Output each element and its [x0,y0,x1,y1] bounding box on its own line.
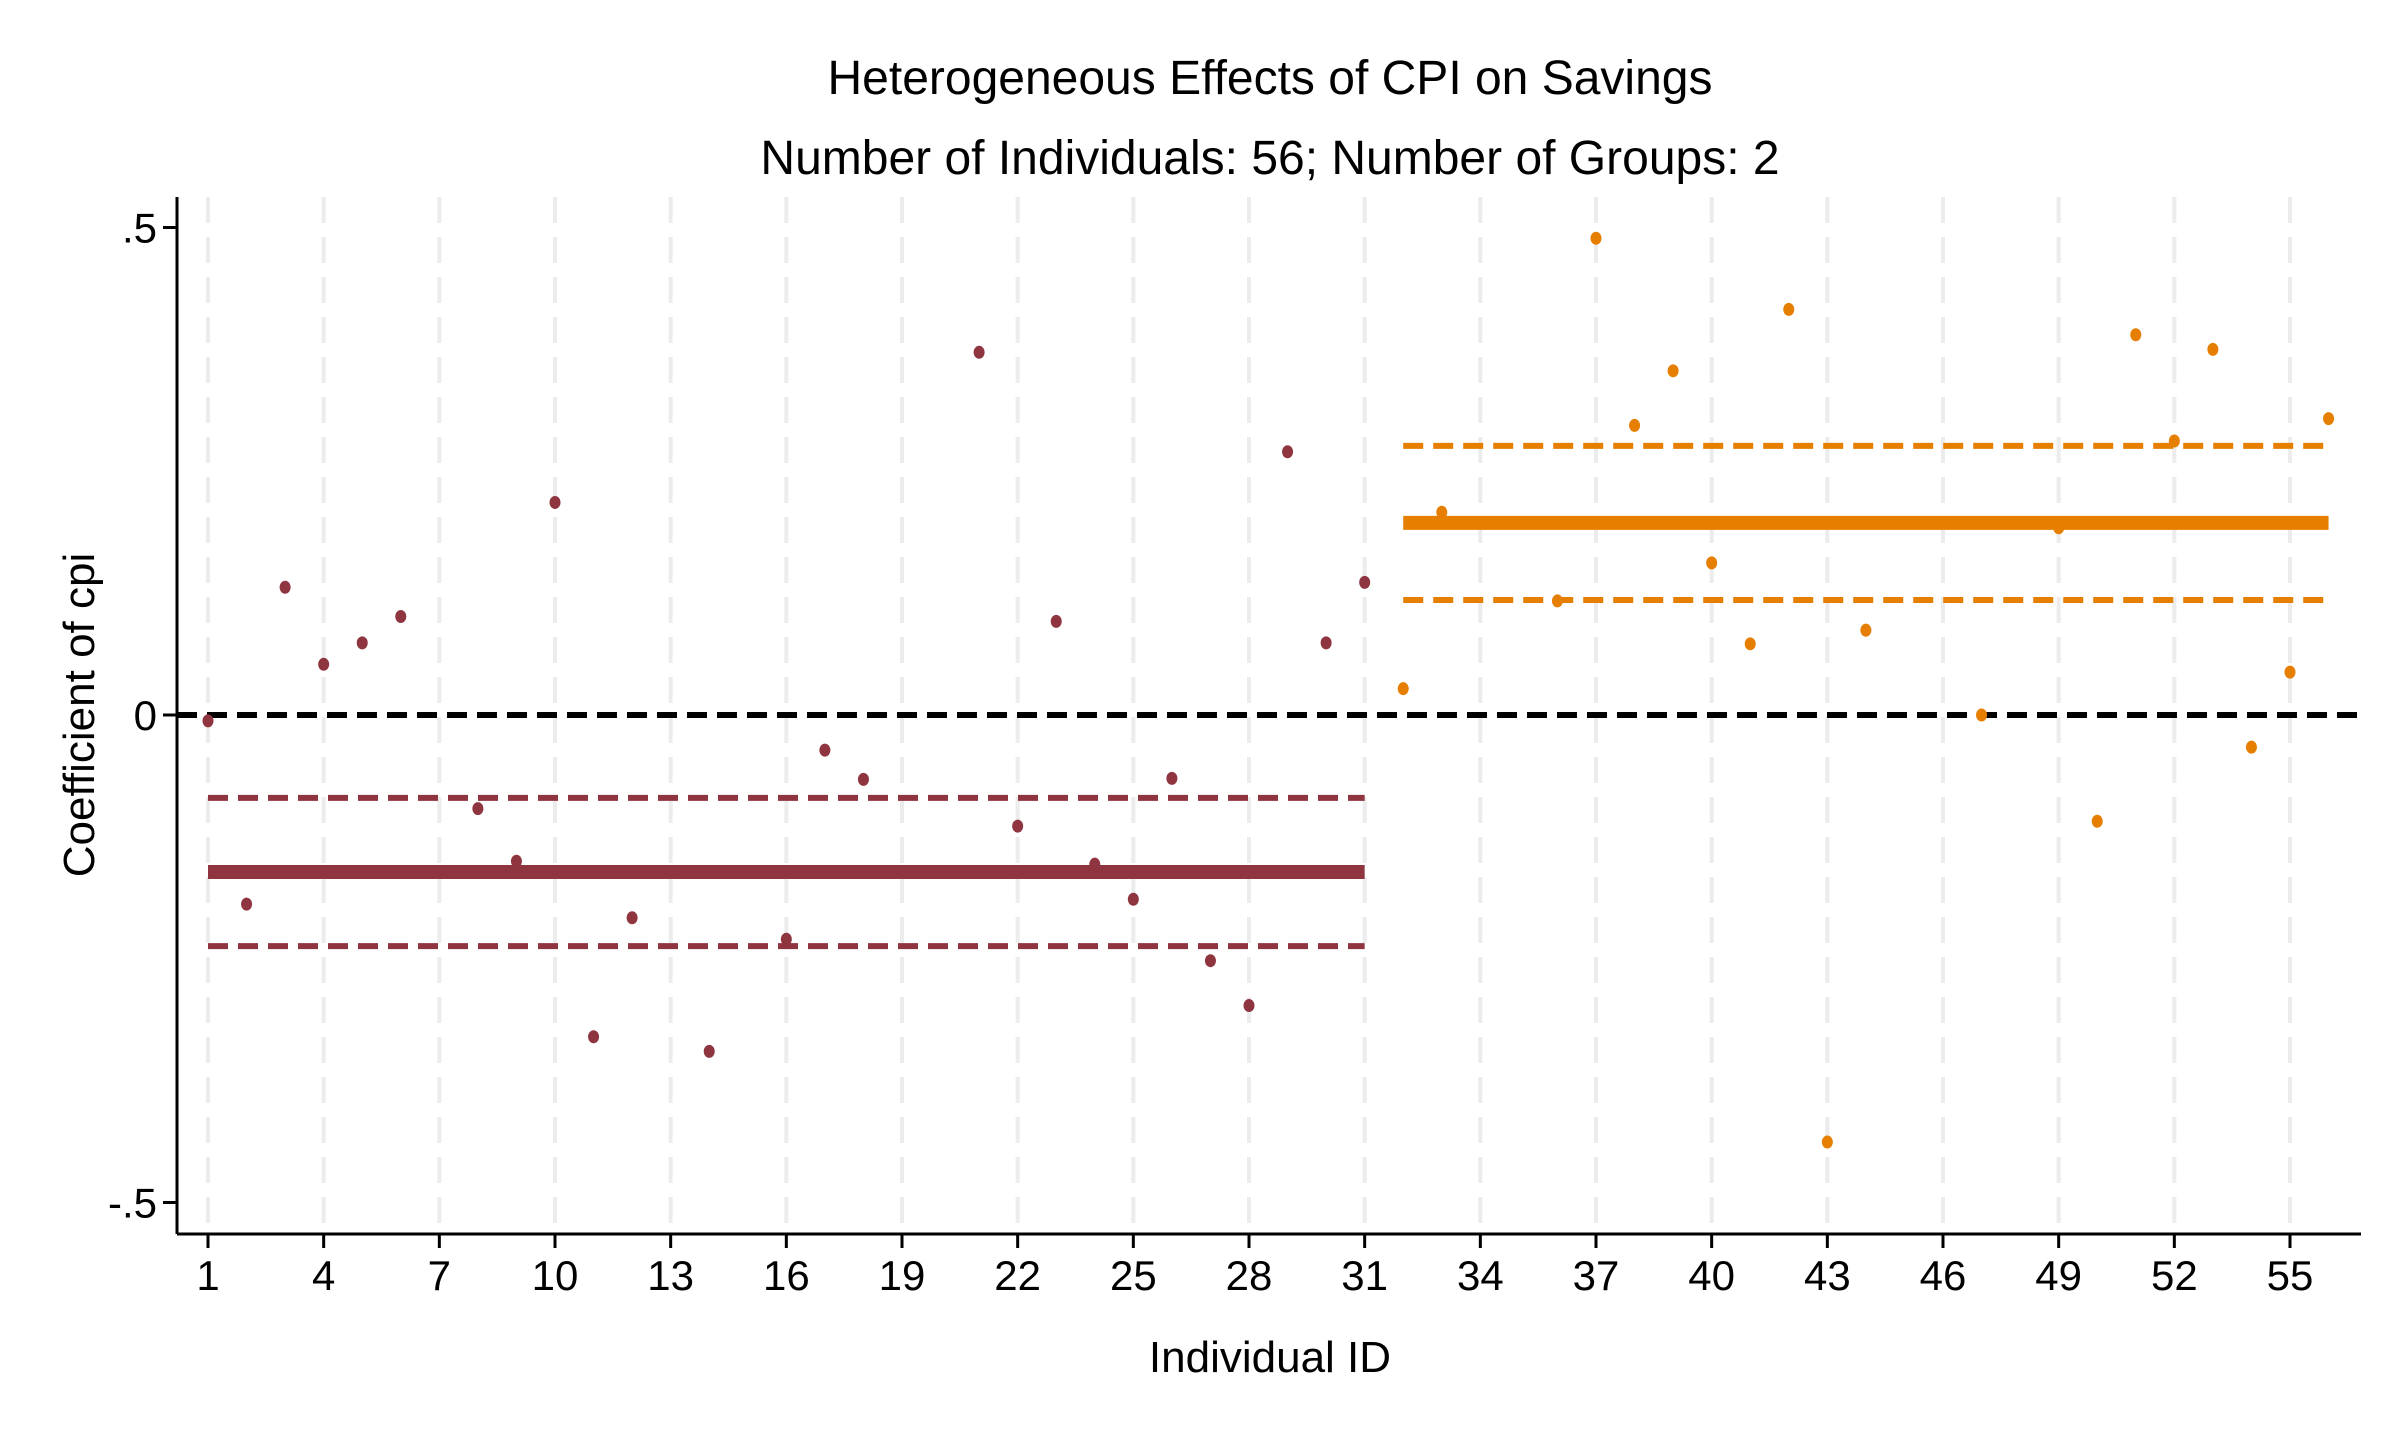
group-1-point [857,772,869,786]
group-2-point [1667,364,1679,378]
y-axis-label: Coefficient of cpi [55,553,104,877]
x-tick-label: 10 [532,1252,579,1299]
group-1-point [1127,892,1139,906]
x-tick-label: 49 [2035,1252,2082,1299]
group-1-point [241,897,253,911]
x-tick-label: 13 [647,1252,694,1299]
group-1-point [626,911,638,925]
y-tick-label: .5 [122,205,157,252]
axes: .5 0 -.5 1 4 7 10 13 16 19 22 25 28 31 34 37 40 43 46 49 52 5… [108,197,2361,1299]
group-2-point [1744,637,1756,651]
group-2-point [1821,1135,1833,1149]
x-tick-label: 1 [196,1252,219,1299]
y-tick-label: 0 [134,692,157,739]
x-tick-label: 34 [1457,1252,1504,1299]
y-tick-label: -.5 [108,1180,157,1227]
x-tick-label: 52 [2151,1252,2198,1299]
x-tick-label: 25 [1110,1252,1157,1299]
group-1-point [395,610,407,624]
x-tick-label: 55 [2267,1252,2314,1299]
group-1-point [973,345,985,359]
group-1-point [202,714,214,728]
x-tick-label: 37 [1573,1252,1620,1299]
group-1-point [1320,636,1332,650]
group-2-point [2245,740,2257,754]
group-2-point [2053,521,2065,535]
group-1-point [1050,614,1062,628]
group-2-point [2168,434,2180,448]
group-1-point [703,1044,715,1058]
group-2-point [2284,665,2296,679]
x-tick-label: 22 [994,1252,1041,1299]
group-1-point [318,657,330,671]
plot-marks [177,231,2361,1149]
chart-title: Heterogeneous Effects of CPI on Savings [828,52,1713,105]
group-2-point [1397,682,1409,696]
x-tick-label: 28 [1226,1252,1273,1299]
group-1-point [1204,954,1216,968]
x-axis-label: Individual ID [1149,1333,1391,1382]
x-tick-label: 31 [1341,1252,1388,1299]
x-tick-label: 46 [1920,1252,1967,1299]
group-1-point [549,495,561,509]
group-2-point [2207,342,2219,356]
group-2-point [1976,708,1988,722]
group-2-point [1706,556,1718,570]
x-tick-label: 19 [879,1252,926,1299]
group-2-point [1629,418,1641,432]
group-2-point [2130,328,2142,342]
group-2-point [2323,412,2335,426]
group-2-point [1860,623,1872,637]
group-1-point [1012,819,1024,833]
group-1-point [819,743,831,757]
group-1-point [1089,857,1101,871]
group-2-point [1436,505,1448,519]
group-1-point [1282,445,1294,459]
group-1-point [510,854,522,868]
group-1-point [1243,999,1255,1013]
group-1-point [472,802,484,816]
group-1-point [1166,771,1178,785]
group-1-point [1359,575,1371,589]
group-2-point [1590,231,1602,245]
x-tick-label: 43 [1804,1252,1851,1299]
group-1-point [279,580,291,594]
group-1-point [356,636,368,650]
x-tick-label: 7 [428,1252,451,1299]
x-tick-label: 40 [1688,1252,1735,1299]
group-2-point [2091,814,2103,828]
group-2-point [1783,302,1795,316]
group-1-point [780,932,792,946]
chart-subtitle: Number of Individuals: 56; Number of Gro… [760,132,1779,185]
group-1-point [588,1030,600,1044]
group-2-point [1551,594,1563,608]
gridlines [206,197,2292,1234]
x-tick-label: 4 [312,1252,335,1299]
x-tick-label: 16 [763,1252,810,1299]
